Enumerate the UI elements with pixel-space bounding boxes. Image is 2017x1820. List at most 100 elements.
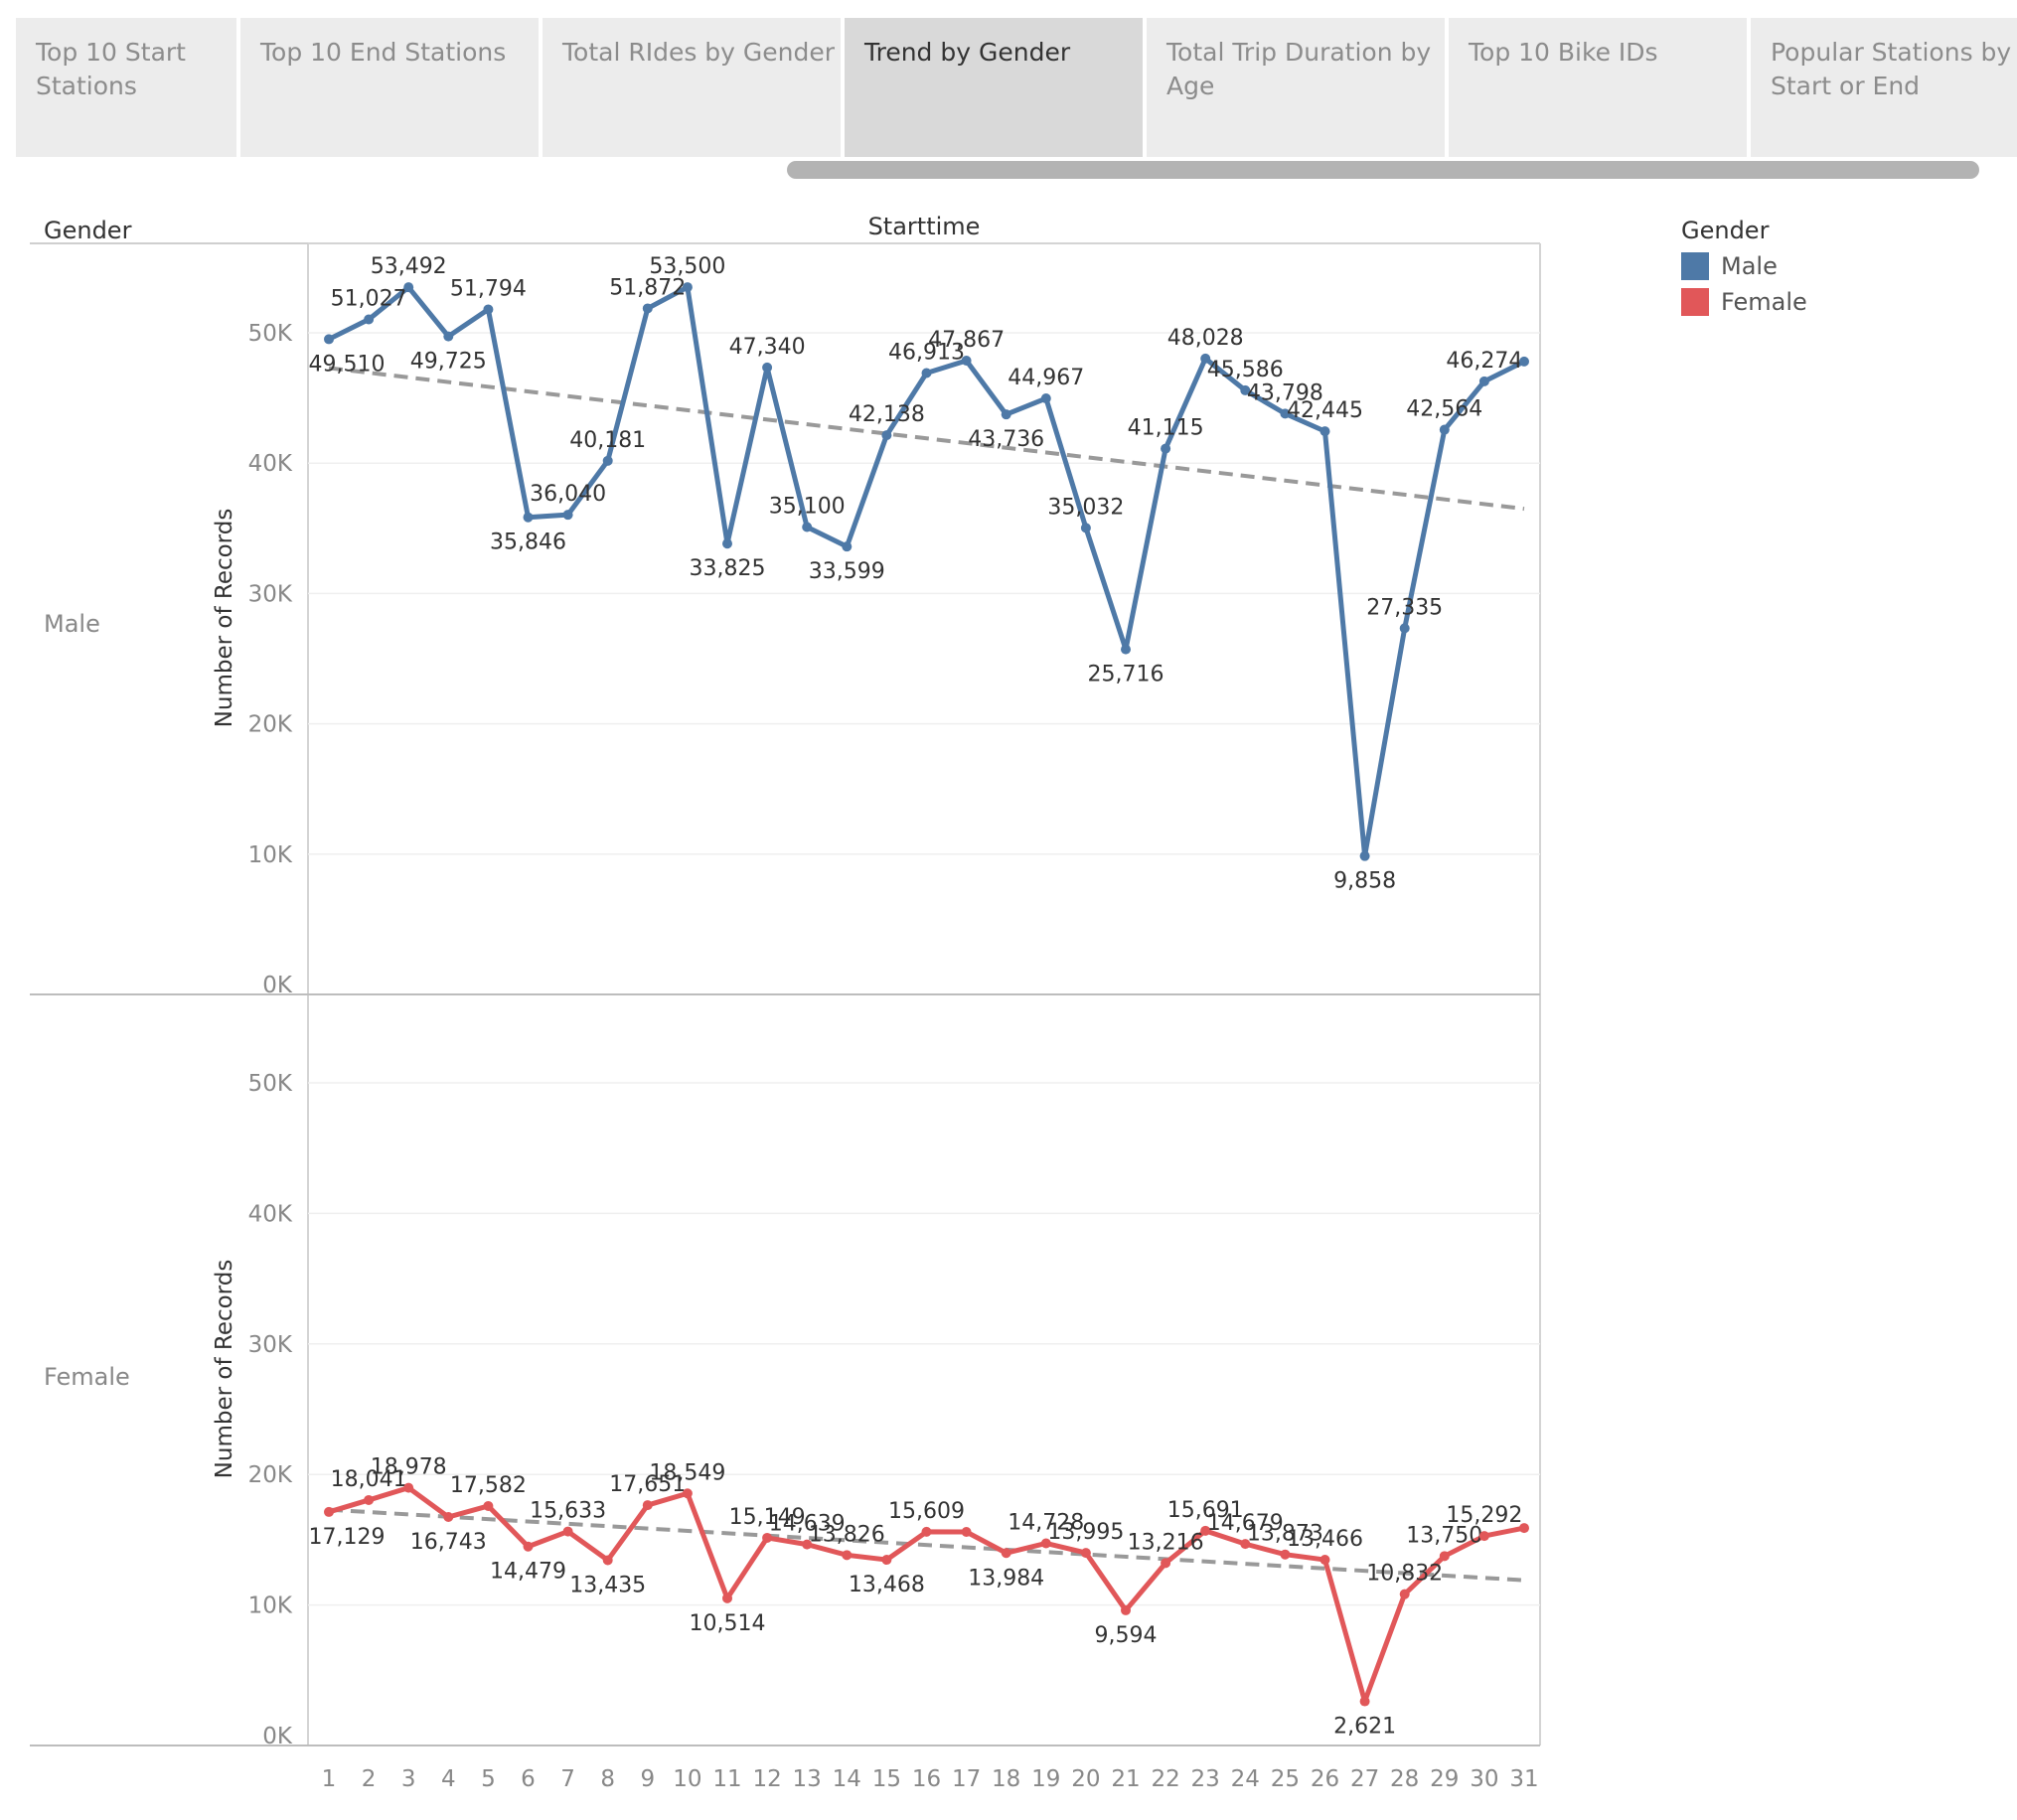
- data-point[interactable]: [1478, 376, 1489, 386]
- data-point[interactable]: [1519, 356, 1529, 367]
- x-tick-label: 27: [1350, 1766, 1379, 1792]
- tab-popular-stations-by-start-or-end[interactable]: Popular Stations by Start or End: [1751, 18, 2017, 157]
- tab-top-10-bike-ids[interactable]: Top 10 Bike IDs: [1449, 18, 1747, 157]
- data-label: 13,466: [1287, 1527, 1363, 1552]
- data-point[interactable]: [483, 304, 494, 315]
- data-label: 51,027: [331, 287, 407, 312]
- data-point[interactable]: [842, 541, 853, 552]
- legend-item-female[interactable]: Female: [1681, 288, 1807, 316]
- data-label: 47,340: [729, 335, 806, 360]
- data-point[interactable]: [1121, 1604, 1131, 1615]
- x-tick-label: 28: [1390, 1766, 1419, 1792]
- data-point[interactable]: [403, 1482, 414, 1493]
- data-label: 18,041: [331, 1467, 407, 1492]
- data-point[interactable]: [1439, 424, 1450, 435]
- data-point[interactable]: [602, 1555, 613, 1566]
- data-point[interactable]: [642, 1500, 653, 1511]
- tab-scrollbar[interactable]: [787, 161, 1979, 179]
- data-label: 42,138: [849, 402, 925, 427]
- data-point[interactable]: [403, 282, 414, 293]
- data-point[interactable]: [1319, 426, 1330, 437]
- data-point[interactable]: [1240, 384, 1251, 395]
- data-point[interactable]: [1121, 644, 1131, 655]
- data-label: 51,794: [450, 276, 527, 301]
- data-point[interactable]: [1001, 409, 1011, 420]
- x-tick-label: 26: [1311, 1766, 1339, 1792]
- data-point[interactable]: [722, 1592, 732, 1603]
- data-point[interactable]: [1359, 850, 1370, 861]
- data-point[interactable]: [1240, 1539, 1251, 1550]
- tab-label-line: Top 10 Start: [36, 38, 186, 67]
- data-point[interactable]: [1161, 443, 1171, 454]
- y-tick-label: 30K: [248, 1332, 293, 1358]
- data-point[interactable]: [802, 1539, 813, 1550]
- data-point[interactable]: [1200, 353, 1211, 364]
- data-label: 14,479: [490, 1560, 566, 1585]
- tab-total-rides-by-gender[interactable]: Total RIdes by Gender: [543, 18, 841, 157]
- data-point[interactable]: [1319, 1555, 1330, 1566]
- data-point[interactable]: [1359, 1696, 1370, 1707]
- data-point[interactable]: [722, 538, 732, 549]
- tab-total-trip-duration-by-age[interactable]: Total Trip Duration by Age: [1147, 18, 1445, 157]
- data-point[interactable]: [602, 455, 613, 466]
- data-point[interactable]: [1161, 1558, 1171, 1569]
- x-tick-label: 25: [1271, 1766, 1300, 1792]
- legend-item-male[interactable]: Male: [1681, 252, 1807, 280]
- data-point[interactable]: [802, 522, 813, 532]
- data-point[interactable]: [842, 1550, 853, 1561]
- data-point[interactable]: [364, 314, 375, 325]
- data-point[interactable]: [1040, 393, 1051, 404]
- data-point[interactable]: [1080, 523, 1091, 533]
- data-point[interactable]: [1080, 1548, 1091, 1559]
- data-point[interactable]: [921, 1526, 932, 1537]
- data-label: 48,028: [1167, 326, 1244, 351]
- data-point[interactable]: [881, 430, 892, 441]
- data-point[interactable]: [762, 1532, 773, 1543]
- data-label: 49,510: [309, 352, 386, 377]
- data-point[interactable]: [1280, 408, 1291, 419]
- data-point[interactable]: [961, 1527, 972, 1538]
- data-point[interactable]: [1280, 1549, 1291, 1560]
- data-label: 33,825: [690, 556, 766, 581]
- data-point[interactable]: [642, 303, 653, 314]
- column-header: Starttime: [868, 213, 981, 240]
- data-point[interactable]: [921, 368, 932, 379]
- tab-top-10-start-stations[interactable]: Top 10 Start Stations: [16, 18, 236, 157]
- x-tick-label: 23: [1191, 1766, 1220, 1792]
- y-axis-title-female: Number of Records: [212, 1260, 237, 1479]
- data-point[interactable]: [682, 282, 693, 293]
- data-point[interactable]: [1040, 1538, 1051, 1549]
- tab-trend-by-gender[interactable]: Trend by Gender: [845, 18, 1143, 157]
- legend-title: Gender: [1681, 217, 1770, 244]
- data-point[interactable]: [762, 362, 773, 373]
- data-point[interactable]: [364, 1494, 375, 1505]
- data-point[interactable]: [1519, 1523, 1529, 1534]
- data-label: 10,832: [1366, 1562, 1443, 1587]
- data-label: 45,586: [1207, 358, 1284, 382]
- data-point[interactable]: [523, 1541, 534, 1552]
- data-point[interactable]: [682, 1488, 693, 1499]
- data-point[interactable]: [562, 1526, 573, 1537]
- data-label: 13,826: [809, 1522, 885, 1547]
- data-point[interactable]: [881, 1555, 892, 1566]
- data-point[interactable]: [961, 355, 972, 366]
- y-tick-label: 40K: [248, 451, 293, 477]
- data-label: 13,750: [1406, 1523, 1482, 1548]
- x-tick-label: 12: [752, 1766, 781, 1792]
- data-point[interactable]: [443, 1511, 454, 1522]
- data-point[interactable]: [1478, 1531, 1489, 1542]
- data-point[interactable]: [443, 331, 454, 342]
- data-label: 33,599: [809, 559, 885, 584]
- data-point[interactable]: [1439, 1551, 1450, 1562]
- tab-top-10-end-stations[interactable]: Top 10 End Stations: [240, 18, 539, 157]
- data-point[interactable]: [1001, 1548, 1011, 1559]
- data-point[interactable]: [324, 334, 334, 345]
- data-point[interactable]: [324, 1506, 334, 1517]
- data-point[interactable]: [1399, 623, 1410, 634]
- data-point[interactable]: [523, 512, 534, 523]
- data-point[interactable]: [562, 510, 573, 521]
- data-point[interactable]: [483, 1500, 494, 1511]
- data-point[interactable]: [1200, 1525, 1211, 1536]
- data-point[interactable]: [1399, 1589, 1410, 1599]
